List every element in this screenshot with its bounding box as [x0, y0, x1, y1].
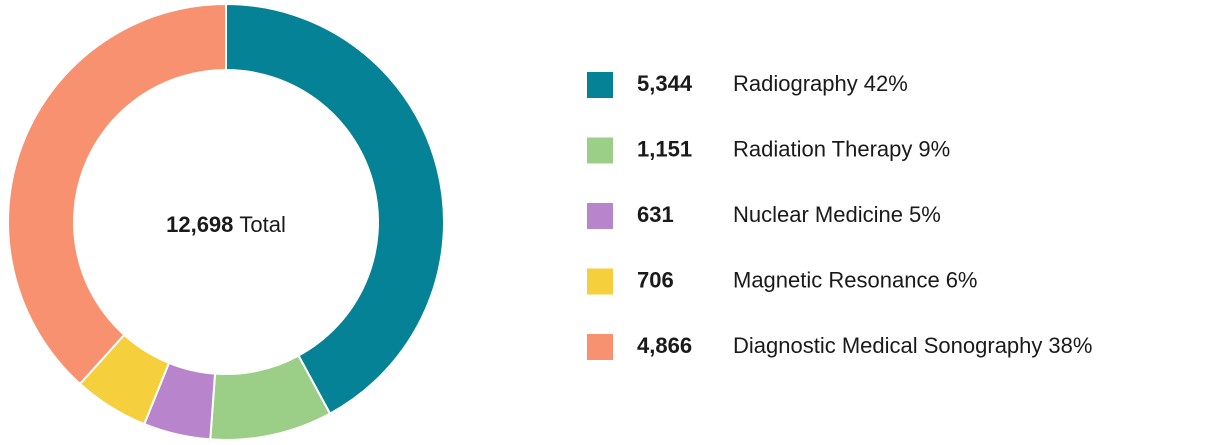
legend-category: Diagnostic Medical Sonography: [733, 333, 1042, 358]
legend-label: Radiation Therapy 9%: [733, 136, 950, 161]
legend-swatch: [587, 268, 613, 295]
legend-value: 5,344: [637, 71, 693, 96]
legend-label: Diagnostic Medical Sonography 38%: [733, 333, 1092, 358]
legend-percent: 5%: [909, 202, 941, 227]
legend: 5,344 Radiography 42% 1,151 Radiation Therap…: [587, 71, 1092, 360]
legend-label: Magnetic Resonance 6%: [733, 267, 977, 292]
legend-percent: 9%: [918, 136, 950, 161]
legend-percent: 42%: [864, 71, 908, 96]
legend-label: Radiography 42%: [733, 71, 908, 96]
legend-percent: 6%: [946, 267, 978, 292]
donut-segment: [7, 2, 227, 386]
legend-value: 4,866: [637, 333, 692, 358]
donut: [7, 2, 445, 441]
legend-swatch: [587, 72, 613, 98]
center-label: 12,698 Total: [166, 212, 286, 237]
legend-swatch: [587, 334, 613, 360]
legend-value: 706: [637, 267, 674, 292]
legend-category: Radiation Therapy: [733, 136, 912, 161]
legend-value: 1,151: [637, 136, 692, 161]
total-value: 12,698: [166, 212, 233, 237]
donut-segment: [225, 2, 445, 415]
legend-label: Nuclear Medicine 5%: [733, 202, 941, 227]
legend-category: Magnetic Resonance: [733, 267, 940, 292]
legend-swatch: [587, 203, 613, 229]
legend-category: Nuclear Medicine: [733, 202, 903, 227]
legend-swatch: [587, 137, 613, 164]
total-text: Total: [239, 212, 285, 237]
legend-percent: 38%: [1048, 333, 1092, 358]
legend-value: 631: [637, 202, 674, 227]
legend-category: Radiography: [733, 71, 858, 96]
